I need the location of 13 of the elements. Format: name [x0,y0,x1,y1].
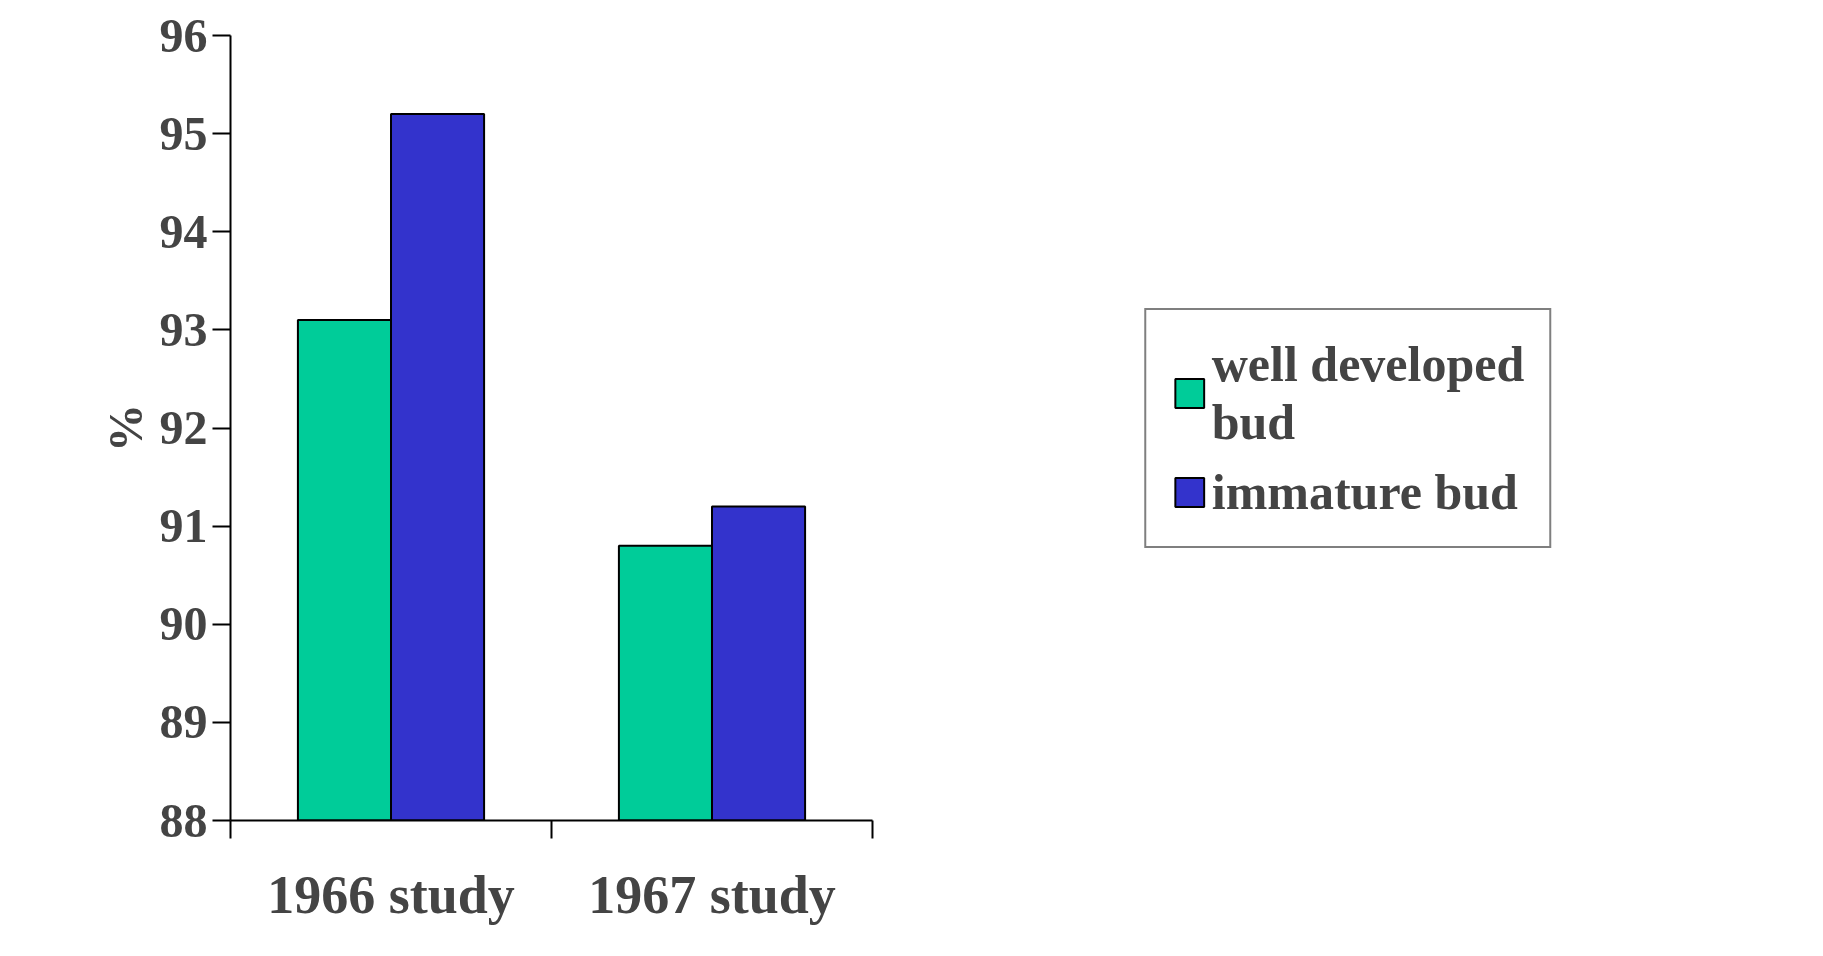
y-axis-title: % [98,404,152,452]
legend-label: immature bud [1211,462,1518,521]
y-tick-label: 90 [159,597,208,651]
x-tick-label: 1966 study [267,864,515,925]
y-tick-label: 95 [159,106,208,160]
y-tick-label: 88 [159,793,208,847]
y-tick-label: 94 [159,204,208,258]
y-tick-label: 89 [159,695,208,749]
y-tick-label: 92 [159,401,208,454]
x-tick-label: 1967 study [588,864,836,925]
y-tick-label: 91 [159,499,208,553]
y-tick-label: 96 [159,8,208,62]
y-tick-label: 93 [159,302,208,356]
